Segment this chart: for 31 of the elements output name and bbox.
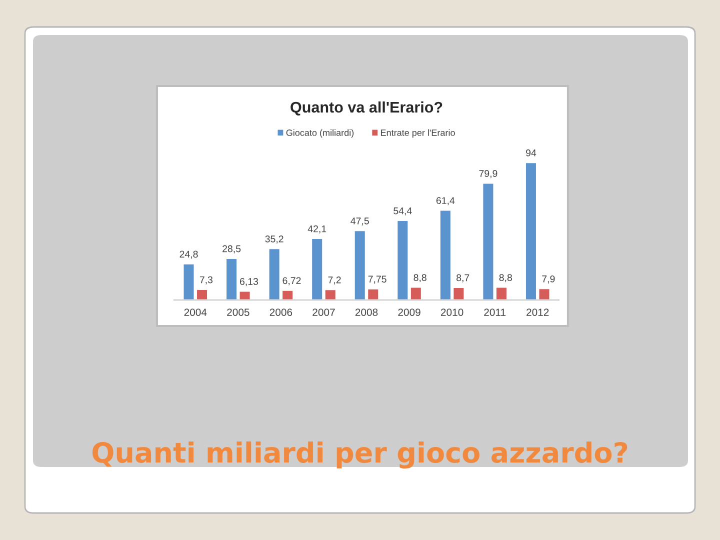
- data-label: 35,2: [265, 235, 284, 244]
- data-label: 94: [526, 149, 536, 156]
- data-label: 7,2: [328, 276, 341, 285]
- legend-label: Entrate per l'Erario: [381, 129, 455, 138]
- x-tick-label: 2011: [484, 308, 506, 316]
- chart-title: Quanto va all'Erario?: [290, 101, 442, 116]
- x-tick-label: 2010: [440, 308, 464, 316]
- data-label: 54,4: [394, 207, 412, 216]
- data-label: 6,13: [240, 278, 258, 286]
- legend-label: Giocato (miliardi): [286, 129, 354, 138]
- data-label: 8,8: [414, 274, 426, 282]
- data-label: 42,1: [308, 225, 326, 234]
- data-label: 7,9: [542, 275, 555, 284]
- data-label: 61,4: [436, 197, 455, 206]
- x-tick-label: 2008: [355, 308, 378, 316]
- text: Quanti miliardi per gioco azzardo?: [92, 441, 628, 469]
- x-tick-label: 2012: [526, 308, 549, 316]
- data-label: 7,3: [200, 276, 213, 284]
- data-label: 24,8: [180, 250, 198, 259]
- x-tick-label: 2006: [270, 308, 292, 316]
- data-label: 47,5: [350, 218, 369, 226]
- x-tick-label: 2005: [227, 308, 250, 316]
- data-label: 7,75: [368, 276, 386, 284]
- data-label: 8,8: [499, 274, 512, 282]
- data-label: 79,9: [479, 170, 498, 178]
- data-label: 28,5: [222, 245, 241, 254]
- x-tick-label: 2004: [184, 308, 207, 316]
- x-tick-label: 2009: [398, 308, 420, 316]
- data-label: 6,72: [282, 277, 301, 286]
- x-tick-label: 2007: [312, 308, 335, 316]
- data-label: 8,7: [456, 274, 470, 282]
